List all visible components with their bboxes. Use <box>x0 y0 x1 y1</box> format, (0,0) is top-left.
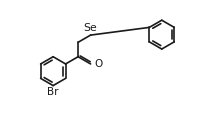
Text: Se: Se <box>84 23 98 33</box>
Text: Br: Br <box>47 87 59 97</box>
Text: O: O <box>94 59 102 69</box>
